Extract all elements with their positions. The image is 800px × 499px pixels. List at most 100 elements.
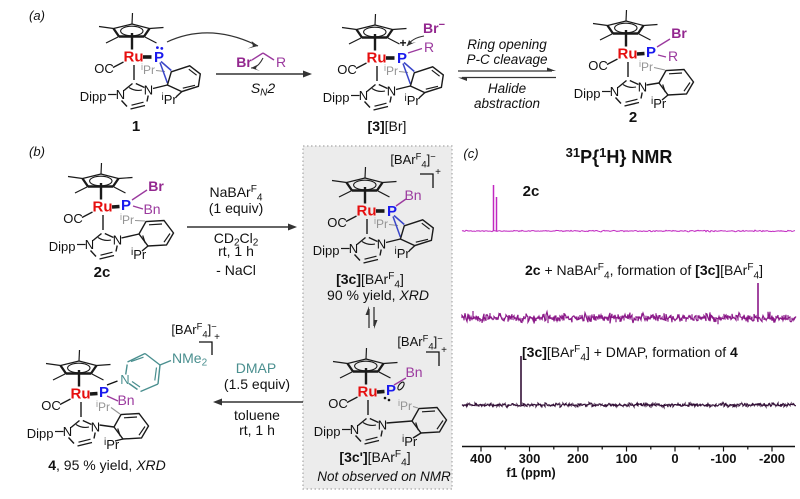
- svg-text:100: 100: [616, 451, 638, 466]
- svg-text:iPr: iPr: [405, 93, 421, 108]
- svg-text:Dipp: Dipp: [80, 89, 107, 104]
- svg-text:2c: 2c: [523, 183, 540, 200]
- svg-text:rt, 1 h: rt, 1 h: [239, 422, 275, 438]
- svg-text:P: P: [646, 44, 656, 61]
- svg-text:N: N: [63, 424, 72, 439]
- svg-text:N: N: [91, 420, 100, 435]
- svg-text:Ru: Ru: [367, 50, 387, 67]
- svg-text:Dipp: Dipp: [314, 424, 341, 439]
- svg-text:OC: OC: [328, 396, 348, 411]
- svg-text:+: +: [441, 345, 447, 356]
- svg-text:iPr: iPr: [402, 434, 418, 449]
- svg-text:Ru: Ru: [358, 384, 378, 401]
- svg-text:N: N: [85, 237, 94, 252]
- svg-text:Bn: Bn: [117, 392, 134, 408]
- svg-text:OC: OC: [588, 58, 608, 73]
- svg-text:iPr: iPr: [141, 62, 155, 77]
- svg-text:+: +: [214, 332, 220, 343]
- svg-text:R: R: [424, 39, 434, 55]
- svg-text:N: N: [387, 84, 396, 99]
- svg-text:Bn: Bn: [405, 364, 422, 380]
- svg-text:Dipp: Dipp: [574, 86, 601, 101]
- svg-text:400: 400: [470, 451, 492, 466]
- svg-text:iPr: iPr: [639, 59, 653, 74]
- svg-text:iPr: iPr: [104, 437, 120, 452]
- svg-text:2c: 2c: [94, 264, 111, 281]
- svg-text:Bn: Bn: [143, 201, 160, 217]
- svg-text:2: 2: [629, 109, 637, 126]
- svg-text:(b): (b): [29, 144, 45, 159]
- svg-text:NMe2: NMe2: [172, 350, 208, 369]
- svg-text:[BArF4]−: [BArF4]−: [390, 151, 436, 170]
- svg-text:-200: -200: [759, 451, 785, 466]
- svg-text:CD2Cl2: CD2Cl2: [214, 230, 259, 249]
- svg-text:N: N: [378, 418, 387, 433]
- svg-text:N: N: [610, 84, 619, 99]
- svg-text:iPr: iPr: [131, 247, 147, 262]
- svg-text:f1 (ppm): f1 (ppm): [506, 466, 555, 480]
- svg-text:abstraction: abstraction: [474, 96, 540, 111]
- svg-text:[BArF4]−: [BArF4]−: [171, 321, 217, 340]
- svg-text:N: N: [359, 88, 368, 103]
- svg-text:200: 200: [567, 451, 589, 466]
- svg-text:N: N: [350, 422, 359, 437]
- svg-text:OC: OC: [337, 62, 357, 77]
- svg-text:90 % yield, XRD: 90 % yield, XRD: [327, 287, 429, 303]
- svg-text:iPr: iPr: [162, 92, 178, 107]
- svg-text:NaBArF4: NaBArF4: [209, 184, 262, 204]
- svg-text:P: P: [397, 50, 407, 67]
- svg-text:-100: -100: [710, 451, 736, 466]
- svg-text:N: N: [116, 87, 125, 102]
- svg-text:N: N: [349, 241, 358, 256]
- svg-text:4, 95 % yield, XRD: 4, 95 % yield, XRD: [48, 457, 166, 473]
- svg-text:Br: Br: [671, 25, 687, 41]
- svg-text:rt, 1 h: rt, 1 h: [218, 243, 254, 259]
- svg-text:(1 equiv): (1 equiv): [209, 200, 263, 216]
- svg-text:[3][Br]: [3][Br]: [368, 118, 407, 134]
- svg-text:(1.5 equiv): (1.5 equiv): [224, 376, 290, 392]
- svg-text:R: R: [276, 54, 286, 70]
- svg-text:(a): (a): [29, 8, 45, 23]
- svg-text:P: P: [154, 49, 164, 66]
- svg-text:P: P: [99, 384, 109, 401]
- svg-text:N: N: [638, 80, 647, 95]
- svg-text:iPr: iPr: [398, 398, 412, 413]
- svg-text:Ru: Ru: [618, 46, 638, 63]
- svg-text:Dipp: Dipp: [323, 90, 350, 105]
- svg-text:31P{1H} NMR: 31P{1H} NMR: [566, 145, 673, 167]
- svg-text:SN2: SN2: [251, 80, 276, 99]
- svg-text:toluene: toluene: [234, 407, 280, 423]
- svg-text:Ru: Ru: [71, 386, 91, 403]
- svg-text:Bn: Bn: [404, 187, 421, 203]
- svg-text:iPr: iPr: [374, 216, 388, 231]
- svg-text:OC: OC: [327, 215, 347, 230]
- svg-text:N: N: [120, 372, 129, 387]
- svg-text:[3c'][BArF4]: [3c'][BArF4]: [339, 449, 410, 469]
- svg-text:[3c][BArF4] + DMAP, formation: [3c][BArF4] + DMAP, formation of 4: [522, 344, 738, 364]
- svg-text:Br: Br: [236, 54, 252, 70]
- svg-text:iPr: iPr: [96, 399, 110, 414]
- svg-text:Not observed on NMR: Not observed on NMR: [317, 469, 451, 484]
- svg-text:N: N: [144, 83, 153, 98]
- svg-text:OC: OC: [63, 211, 83, 226]
- svg-text:Ring opening: Ring opening: [467, 37, 547, 52]
- svg-text:OC: OC: [94, 61, 114, 76]
- svg-text:(c): (c): [463, 146, 478, 161]
- svg-text:Ru: Ru: [357, 203, 377, 220]
- svg-text:N: N: [113, 233, 122, 248]
- svg-text:+: +: [435, 167, 441, 178]
- svg-text:[BArF4]−: [BArF4]−: [397, 333, 443, 352]
- svg-text:Ru: Ru: [124, 49, 144, 66]
- svg-text:0: 0: [671, 451, 678, 466]
- svg-text:Ru: Ru: [93, 199, 113, 216]
- svg-text:+: +: [399, 36, 406, 50]
- svg-text:Dipp: Dipp: [313, 243, 340, 258]
- svg-text:P-C cleavage: P-C cleavage: [466, 52, 547, 67]
- svg-text:[3c][BArF4]: [3c][BArF4]: [336, 271, 404, 291]
- svg-text:OC: OC: [41, 398, 61, 413]
- svg-text:iPr: iPr: [651, 96, 667, 111]
- svg-text:iPr: iPr: [384, 63, 398, 78]
- svg-text:P: P: [386, 382, 396, 399]
- svg-text:300: 300: [519, 451, 541, 466]
- svg-text:- NaCl: - NaCl: [216, 262, 256, 278]
